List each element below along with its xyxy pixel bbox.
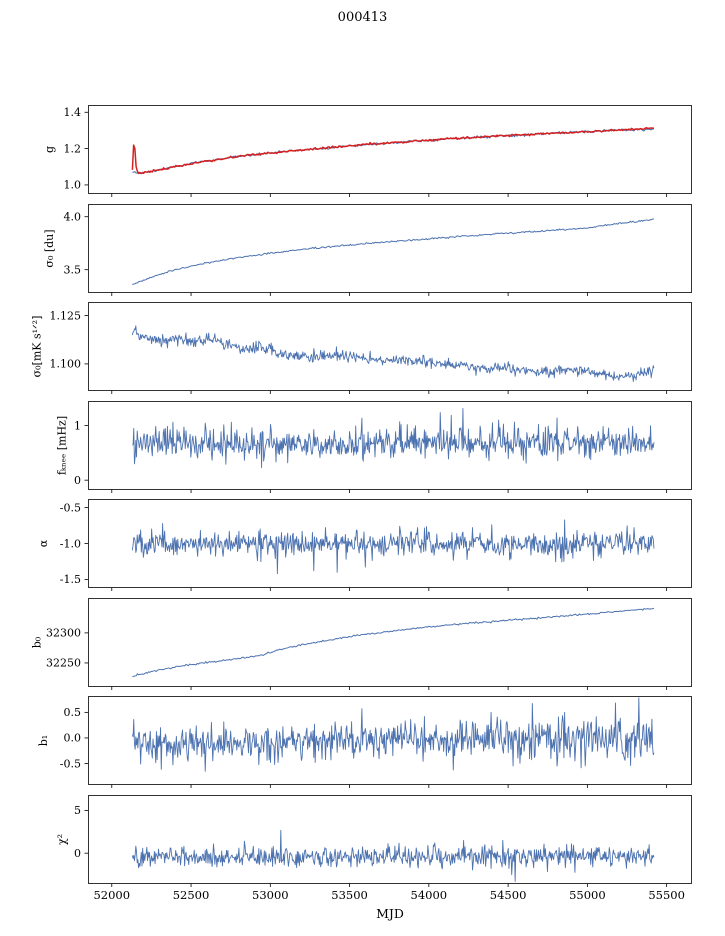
y-axis-label-b1: b₁ — [37, 735, 50, 746]
series-fknee — [132, 407, 655, 468]
y-tick-label: 0 — [74, 846, 81, 859]
y-tick-label: 4.0 — [64, 210, 82, 223]
y-axis-label-alpha: α — [37, 539, 50, 547]
series-group — [132, 607, 655, 677]
y-axis-label-fknee: fₖₙₑₑ [mHz] — [56, 415, 69, 474]
series-alpha — [131, 519, 655, 575]
subplot-g: 1.0 1.2 1.4 g — [43, 105, 692, 197]
series-chi2 — [131, 829, 655, 882]
series-group — [131, 829, 655, 882]
series-group — [131, 325, 655, 382]
y-tick-label: 3.5 — [64, 263, 82, 276]
y-tick-label: 1.100 — [50, 358, 82, 371]
axes-frame — [88, 400, 692, 490]
y-tick-label: -0.5 — [60, 501, 81, 514]
axes-frame — [88, 302, 692, 391]
axes-frame — [88, 794, 692, 884]
y-axis-label-g: g — [43, 146, 56, 153]
y-tick-label: 1.4 — [64, 106, 82, 119]
series-group — [132, 217, 655, 285]
x-tick-label: 55000 — [569, 888, 606, 902]
y-axis-label-sigma0-mks: σ₀[mK s¹ᐟ²] — [31, 316, 44, 378]
y-tick-label: -1.0 — [60, 537, 81, 550]
y-tick-label: 0.0 — [64, 732, 82, 745]
y-tick-label: 1.0 — [64, 179, 82, 192]
series-b1 — [131, 697, 655, 772]
y-tick-label: 32250 — [46, 656, 81, 669]
series-g-fit — [132, 128, 655, 175]
y-tick-label: -0.5 — [60, 757, 81, 770]
series-b0 — [132, 607, 655, 677]
y-tick-label: 1.2 — [64, 142, 82, 155]
y-axis-label-chi2: χ² — [56, 833, 69, 844]
subplot-fknee: 0 1 fₖₙₑₑ [mHz] — [56, 400, 692, 493]
series-group — [131, 697, 655, 772]
axes-frame — [88, 696, 692, 785]
y-axis-label-sigma0-du: σ₀ [du] — [43, 229, 56, 267]
x-tick-label: 52500 — [173, 888, 210, 902]
series-sigma0-mks — [131, 325, 655, 382]
axes-frame — [88, 499, 692, 588]
x-axis-label: MJD — [376, 906, 404, 921]
y-tick-label: -1.5 — [60, 573, 81, 586]
subplot-sigma0-du: 3.5 4.0 σ₀ [du] — [43, 203, 692, 296]
x-tick-label: 52000 — [93, 888, 130, 902]
axes-frame — [88, 597, 692, 687]
figure-title: 000413 — [337, 10, 388, 25]
axes-frame — [88, 203, 692, 293]
y-tick-label: 5 — [74, 804, 81, 817]
x-tick-label: 53500 — [331, 888, 368, 902]
x-tick-label: 55500 — [648, 888, 685, 902]
series-g-overlay — [131, 126, 654, 175]
subplot-b1: -0.5 0.0 0.5 b₁ — [37, 696, 692, 788]
y-tick-label: 1 — [74, 419, 81, 432]
subplot-sigma0-mks: 1.100 1.125 σ₀[mK s¹ᐟ²] — [31, 302, 692, 394]
y-tick-label: 32300 — [46, 626, 81, 639]
y-tick-label: 0 — [74, 473, 81, 486]
subplot-chi2: 0 5 52000 52500 53000 53500 54000 54500 55000 555… — [56, 794, 692, 902]
axes-frame — [88, 105, 692, 194]
series-group — [132, 407, 655, 468]
subplot-alpha: -0.5 -1.0 -1.5 α — [37, 499, 692, 591]
series-sigma0-du — [132, 217, 655, 285]
series-group — [131, 519, 655, 575]
x-tick-label: 54000 — [411, 888, 448, 902]
x-tick-label: 53000 — [252, 888, 289, 902]
y-tick-label: 1.125 — [50, 309, 82, 322]
x-tick-label: 54500 — [490, 888, 527, 902]
y-tick-label: 0.5 — [64, 706, 82, 719]
series-group — [131, 126, 655, 175]
y-axis-label-b0: b₀ — [31, 636, 44, 648]
